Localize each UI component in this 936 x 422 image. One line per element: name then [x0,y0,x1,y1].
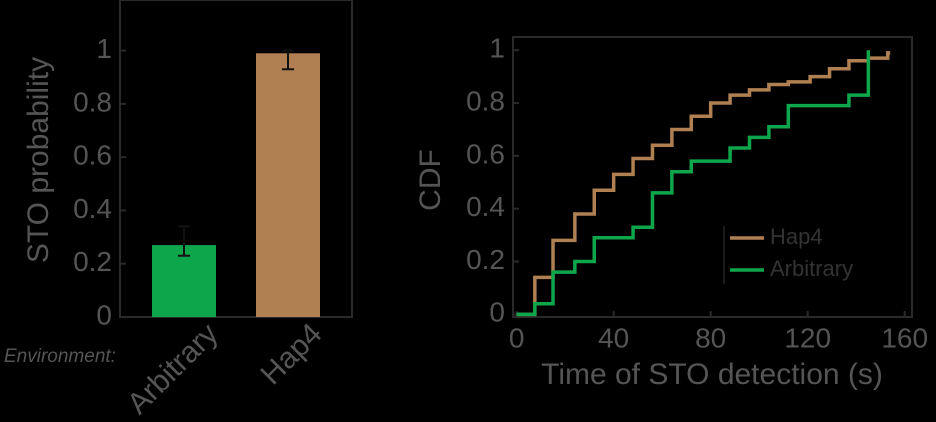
y-tick-label: 0.4 [73,193,112,224]
x-tick-label: 160 [881,322,928,353]
bar [152,245,216,317]
cdf-line [516,51,891,317]
y-tick-label: 0.2 [73,246,112,277]
x-tick-label: 0 [509,322,525,353]
x-tick-label: 120 [784,322,831,353]
y-tick-label: 0.8 [466,85,505,116]
plot-frame [119,0,353,318]
y-tick-label: 1 [489,33,505,64]
x-tick-label: 80 [695,322,726,353]
plot-frame [512,36,913,318]
y-axis-label: CDF [414,149,447,211]
legend-label: Arbitrary [770,256,853,281]
y-tick-label: 0.2 [466,244,505,275]
bar [256,53,320,317]
y-axis-label: STO probability [22,57,55,263]
y-tick-label: 0 [489,297,505,328]
x-axis-label: Environment: [4,346,116,367]
y-tick-label: 0.8 [73,86,112,117]
cdf-line [516,50,871,317]
y-tick-label: 1 [96,33,112,64]
x-tick-label: 40 [598,322,629,353]
y-tick-label: 0 [96,299,112,330]
y-tick-label: 0.4 [466,191,505,222]
y-tick-label: 0.6 [466,138,505,169]
legend-label: Hap4 [770,224,823,249]
x-axis-label: Time of STO detection (s) [541,358,883,391]
y-tick-label: 0.6 [73,140,112,171]
